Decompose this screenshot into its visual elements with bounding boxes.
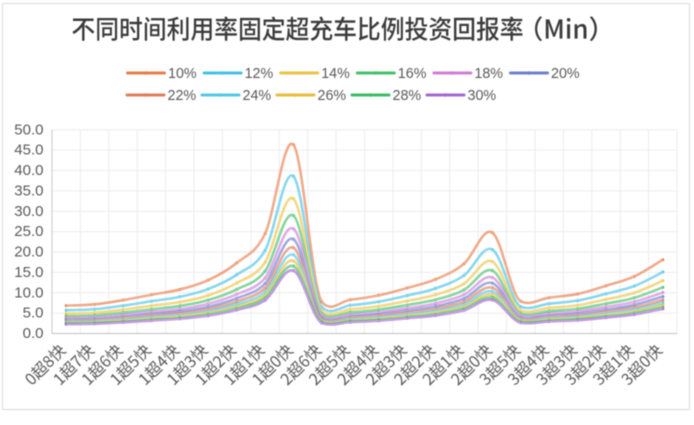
svg-text:18%: 18% [474, 66, 503, 82]
svg-text:20.0: 20.0 [14, 244, 43, 261]
svg-text:22%: 22% [168, 88, 197, 104]
svg-text:50.0: 50.0 [14, 121, 43, 138]
svg-text:15.0: 15.0 [14, 264, 43, 281]
svg-text:35.0: 35.0 [14, 183, 43, 200]
svg-text:26%: 26% [318, 88, 347, 104]
svg-text:20%: 20% [551, 66, 580, 82]
svg-text:10%: 10% [168, 66, 197, 82]
svg-text:25.0: 25.0 [14, 223, 43, 240]
svg-text:10.0: 10.0 [14, 284, 43, 301]
svg-text:12%: 12% [245, 66, 274, 82]
svg-text:14%: 14% [321, 66, 350, 82]
svg-text:24%: 24% [243, 88, 272, 104]
svg-text:0.0: 0.0 [23, 325, 44, 342]
svg-text:5.0: 5.0 [23, 305, 44, 322]
svg-text:30%: 30% [468, 88, 497, 104]
svg-text:45.0: 45.0 [14, 142, 43, 159]
svg-text:16%: 16% [398, 66, 427, 82]
svg-text:30.0: 30.0 [14, 203, 43, 220]
svg-text:40.0: 40.0 [14, 162, 43, 179]
svg-text:28%: 28% [393, 88, 422, 104]
